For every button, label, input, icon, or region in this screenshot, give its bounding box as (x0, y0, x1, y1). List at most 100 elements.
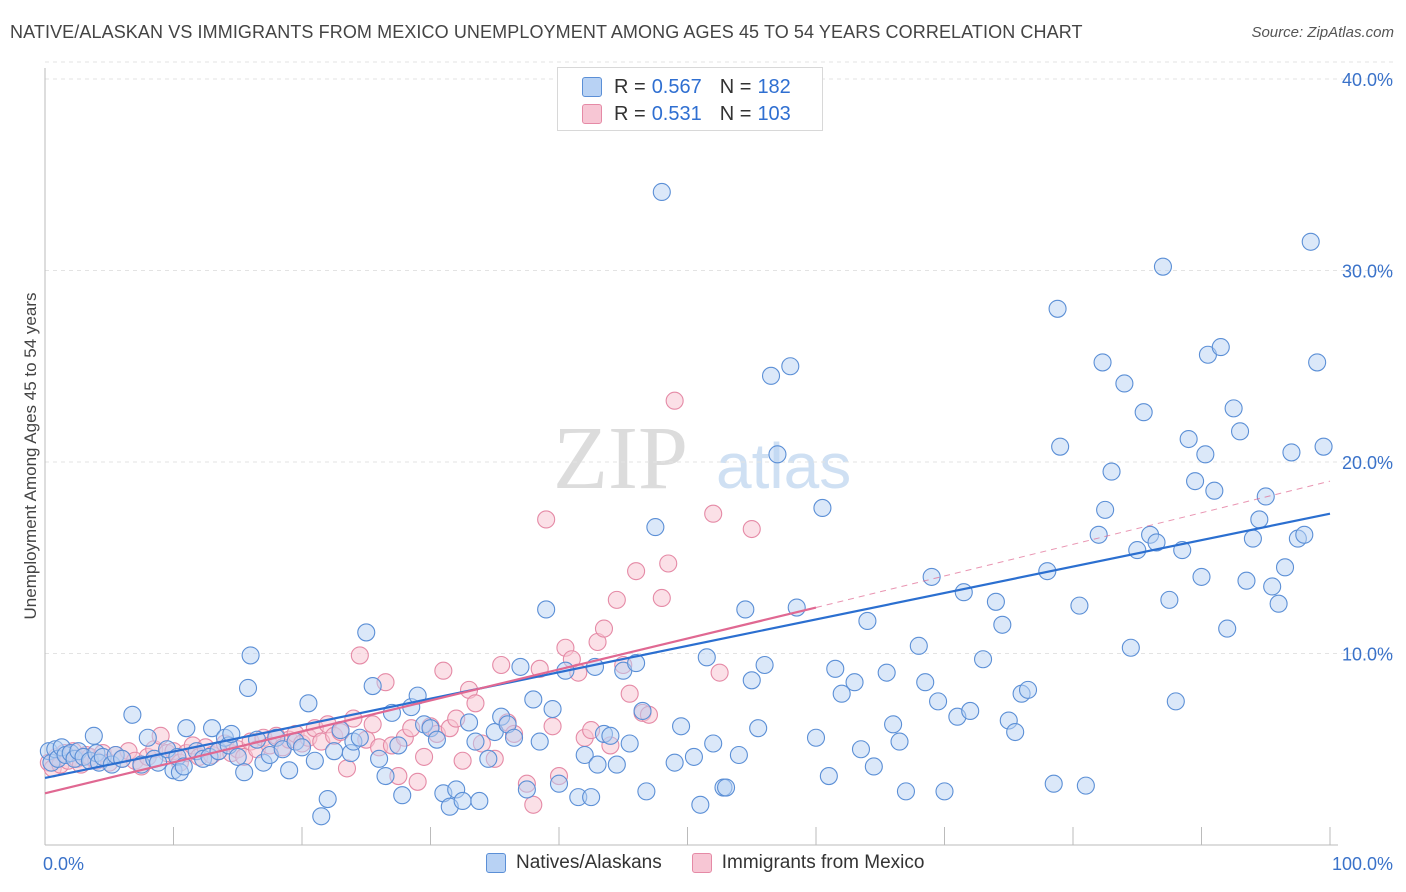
native-point (1096, 500, 1115, 519)
native-point (896, 782, 916, 801)
watermark-atlas: atlas (716, 430, 851, 502)
native-point (228, 747, 247, 766)
native-point (1211, 338, 1230, 357)
native-point (1089, 525, 1108, 544)
native-point (954, 583, 973, 602)
r-value: 0.531 (651, 102, 702, 125)
mexico-point (434, 661, 453, 680)
native-point (1314, 437, 1333, 456)
native-point (929, 692, 948, 711)
native-point (1308, 353, 1327, 372)
native-point (986, 592, 1005, 611)
native-point (781, 357, 800, 376)
native-point (993, 615, 1012, 634)
native-point (479, 749, 498, 768)
natives-swatch (486, 853, 506, 873)
native-point (575, 745, 594, 765)
y-tick-label: 10.0% (1342, 645, 1393, 665)
native-point (113, 749, 132, 768)
mexico-point (627, 562, 646, 581)
native-point (819, 767, 838, 786)
native-point (1186, 472, 1205, 491)
x-tick-label: 100.0% (1332, 854, 1393, 874)
natives-swatch (582, 77, 602, 97)
native-point (1231, 422, 1250, 441)
mexico-swatch (691, 853, 712, 873)
native-point (470, 791, 489, 811)
native-point (370, 749, 389, 768)
native-point (652, 182, 671, 202)
native-point (1237, 571, 1256, 590)
native-point (864, 757, 883, 776)
native-point (453, 791, 472, 811)
legend-label-mexico: Immigrants from Mexico (721, 852, 925, 873)
legend-item-mexico[interactable]: Immigrants from Mexico (691, 852, 925, 874)
native-point (459, 713, 479, 732)
native-point (1166, 692, 1185, 711)
native-point (241, 646, 260, 665)
stats-legend: R = 0.567 N = 182 R = 0.531 N = 103 (557, 67, 823, 131)
native-point (1192, 567, 1211, 586)
native-point (845, 673, 864, 692)
trend-lines (44, 480, 1331, 795)
native-point (582, 788, 601, 807)
native-point (1093, 353, 1112, 372)
native-point (511, 657, 530, 676)
native-point (627, 654, 646, 673)
native-point (877, 663, 896, 682)
native-point (549, 774, 569, 793)
r-value: 0.567 (651, 75, 702, 98)
native-point (350, 728, 369, 747)
mexico-swatch (582, 104, 602, 124)
n-label: N = (719, 102, 752, 125)
watermark-zip: ZIP (553, 409, 688, 508)
native-point (1115, 374, 1134, 393)
native-point (826, 659, 845, 678)
native-point (1179, 429, 1198, 449)
native-point (633, 701, 652, 721)
r-label: R = (614, 75, 646, 98)
native-point (909, 636, 928, 655)
native-point (1006, 722, 1025, 742)
native-point (235, 763, 254, 782)
native-point (389, 736, 408, 755)
mexico-point (492, 655, 511, 675)
n-value: 103 (757, 102, 791, 125)
native-point (601, 726, 620, 745)
y-tick-label: 30.0% (1342, 262, 1393, 282)
mexico-point (710, 663, 729, 682)
native-point (305, 751, 324, 770)
native-point (1196, 445, 1215, 464)
native-point (1051, 437, 1070, 456)
native-point (1243, 529, 1262, 548)
native-point (1282, 443, 1301, 462)
native-point (890, 732, 909, 751)
mexico-point (415, 747, 434, 766)
native-point (1018, 680, 1038, 699)
mexico-point (524, 795, 543, 814)
legend-label-natives: Natives/Alaskans (516, 852, 662, 873)
r-label: R = (614, 102, 646, 125)
native-point (524, 690, 543, 709)
native-point (357, 623, 376, 642)
native-point (916, 673, 935, 692)
native-point (1048, 299, 1067, 318)
native-point (729, 745, 748, 765)
native-point (704, 734, 723, 753)
legend-item-natives[interactable]: Natives/Alaskans (486, 852, 662, 874)
mexico-point (704, 504, 723, 523)
native-point (1102, 462, 1121, 481)
native-point (1275, 558, 1295, 577)
mexico-point (363, 715, 382, 734)
native-point (1218, 619, 1237, 638)
native-point (684, 747, 703, 766)
native-point (203, 719, 222, 738)
stats-row-mexico: R = 0.531 N = 103 (582, 102, 791, 126)
mexico-point (408, 772, 427, 791)
gridlines (45, 61, 1395, 654)
native-point (504, 728, 524, 747)
native-point (646, 518, 665, 537)
native-point (742, 671, 761, 690)
native-point (691, 795, 710, 814)
